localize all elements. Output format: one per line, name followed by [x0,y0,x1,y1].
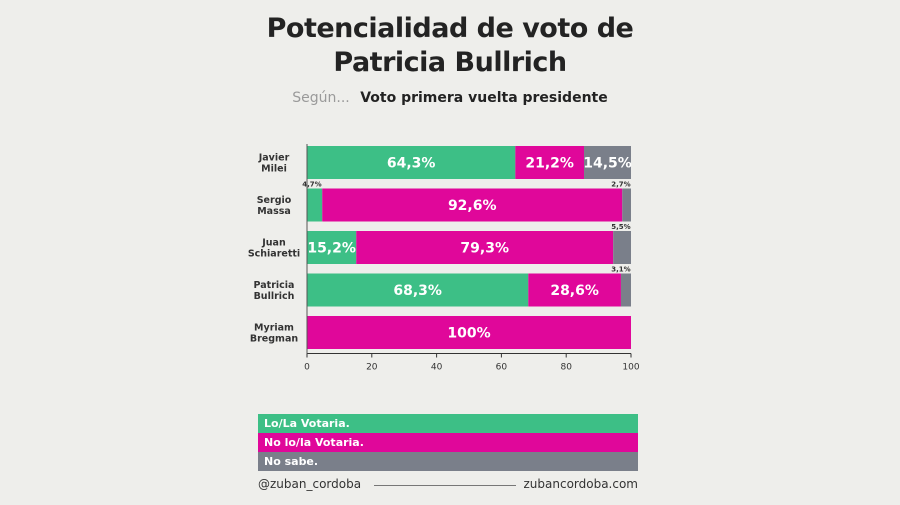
data-label: 79,3% [460,241,509,257]
category-label: Sergio Massa [257,195,292,217]
data-label-small: 4,7% [302,181,321,189]
category-label: Juan Schiaretti [248,238,300,260]
x-tick-label: 100 [622,363,639,373]
bar-segment [307,188,323,222]
legend-item-no-votaria: No lo/la Votaria. [258,433,638,452]
data-label: 14,5% [583,156,632,172]
stacked-bar-chart: Javier Milei 64,3% 21,2% 14,5% Sergio Massa 4,7… [248,144,640,373]
bar-segment [356,231,614,264]
data-label-small: 2,7% [611,181,630,189]
data-label-small: 5,5% [611,223,630,231]
category-label-line: Bregman [250,334,298,345]
bar-segment [307,231,357,264]
category-label-line: Patricia [254,280,295,291]
bar-segment [515,146,585,179]
bar-segment [307,273,529,307]
data-label: 28,6% [550,283,599,299]
legend-item-no-sabe: No sabe. [258,452,638,471]
category-label-line: Myriam [254,323,294,334]
category-label-line: Sergio [257,195,292,206]
bar-segment [613,231,631,264]
bar-segment [584,146,631,179]
bar-segment [307,146,516,179]
chart-title-line2: Patricia Bullrich [333,47,567,78]
legend-item-votaria: Lo/La Votaria. [258,414,638,433]
chart-title-line1: Potencialidad de voto de [266,13,634,44]
category-label-line: Javier [258,153,290,164]
category-label-line: Juan [261,238,286,249]
subtitle-main: Voto primera vuelta presidente [360,90,608,106]
bar-segment [322,188,623,222]
category-label-line: Schiaretti [248,249,300,260]
x-tick-label: 0 [304,363,310,373]
x-tick-label: 80 [560,363,572,373]
data-label-small: 3,1% [611,266,630,274]
bar-segment [622,188,631,222]
data-label: 92,6% [448,198,497,214]
x-tick-label: 60 [496,363,508,373]
data-label: 64,3% [387,156,436,172]
footer-handle: @zuban_cordoba [258,477,362,491]
chart-title: Potencialidad de voto de Patricia Bullri… [0,12,900,80]
category-label: Myriam Bregman [250,323,298,345]
data-label: 15,2% [307,241,356,257]
data-label: 68,3% [393,283,442,299]
x-tick-label: 20 [366,363,378,373]
footer-divider [374,485,516,486]
category-label-line: Milei [261,164,287,175]
category-label: Javier Milei [258,153,290,175]
category-label-line: Massa [257,206,291,217]
chart-subtitle: Según... Voto primera vuelta presidente [0,90,900,106]
bar-segment [528,273,621,307]
bar-segment [307,316,631,349]
bar-segment [620,273,631,307]
data-label: 21,2% [525,156,574,172]
footer-website: zubancordoba.com [523,477,638,491]
category-label: Patricia Bullrich [254,280,295,302]
data-label: 100% [447,326,490,342]
x-tick-label: 40 [431,363,443,373]
subtitle-prefix: Según... [292,90,350,106]
category-label-line: Bullrich [254,291,295,302]
